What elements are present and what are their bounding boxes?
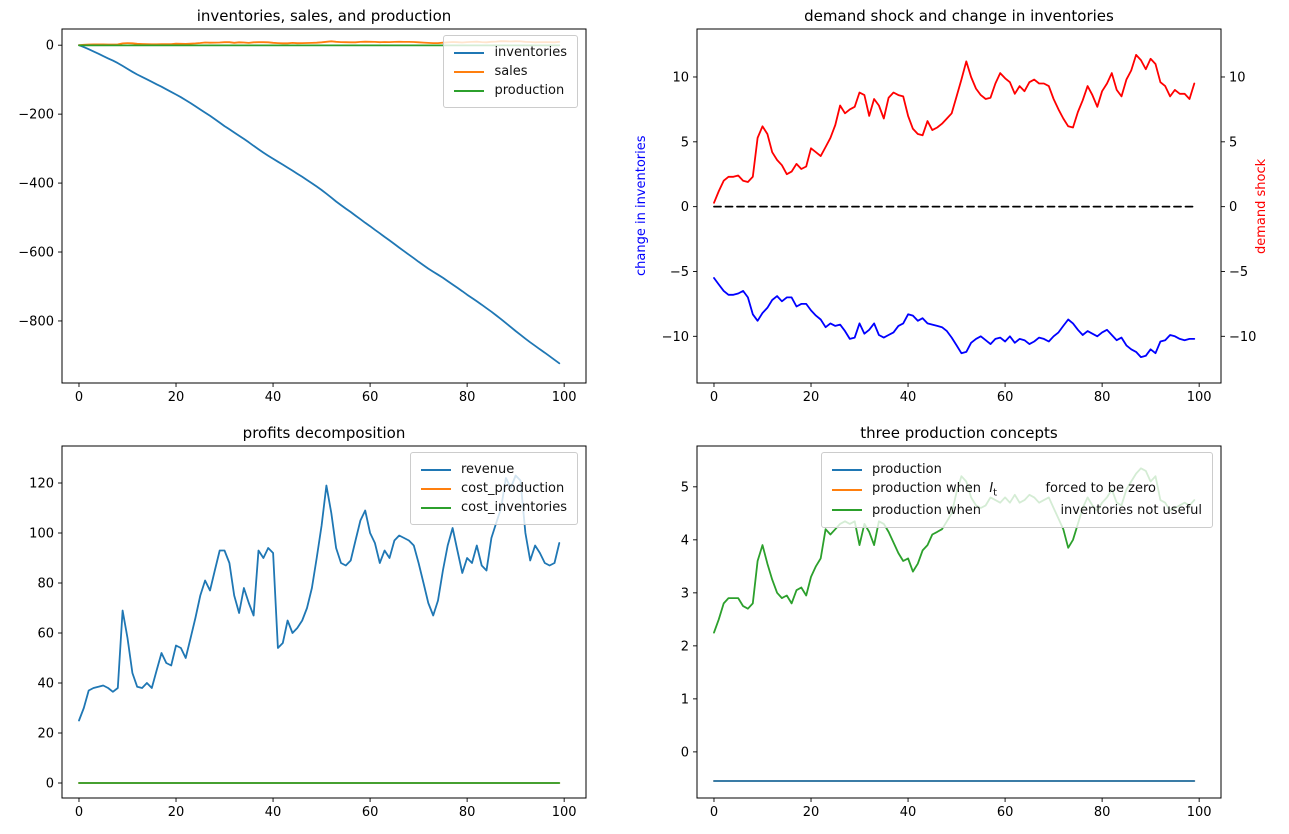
legend-inventories-sales-production: inventories sales production [443,35,578,108]
legend-label-left: production when It [872,481,998,499]
y-tick-label: 0 [46,777,54,792]
right-y-tick-label: 5 [1229,135,1237,150]
series-inventories-line [78,44,561,365]
x-tick-label: 0 [710,805,718,820]
y-tick-label: 5 [681,135,689,150]
right-y-tick-label: −10 [1229,330,1256,345]
y-tick-label: 0 [46,39,54,54]
y-tick-label: 0 [681,200,689,215]
x-tick-label: 100 [552,390,577,405]
y-tick-label: 120 [29,477,54,492]
x-tick-label: 100 [1187,390,1212,405]
legend-entry: cost_production [420,481,567,496]
legend-label: revenue [460,462,515,477]
y-tick-label: 80 [37,577,54,592]
y-tick-label: 20 [37,727,54,742]
x-tick-label: 40 [900,805,917,820]
legend-label: cost_inventories [460,500,567,515]
y-tick-label: 100 [29,527,54,542]
x-tick-label: 100 [1187,805,1212,820]
legend-label-right: forced to be zero [1045,481,1156,496]
y-tick-label: −200 [18,108,54,123]
y-tick-label: −400 [18,177,54,192]
subplot-title-inventories-sales-production: inventories, sales, and production [196,7,452,25]
subplot-title-profits-decomposition: profits decomposition [242,424,406,442]
y-tick-label: 5 [681,480,689,495]
y-tick-label: 60 [37,627,54,642]
legend-label: production [872,462,942,477]
axes-frame [61,445,587,799]
legend-line-sample [420,487,451,490]
legend-label: production [494,83,565,98]
x-tick-label: 60 [362,390,379,405]
x-tick-label: 0 [75,805,83,820]
legend-label: sales [494,64,528,79]
x-tick-label: 40 [265,805,282,820]
x-tick-label: 20 [168,805,185,820]
x-tick-label: 40 [265,390,282,405]
series-change_in_inventories-line [713,277,1196,359]
x-tick-label: 100 [552,805,577,820]
x-tick-label: 60 [362,805,379,820]
legend-line-sample [454,70,485,73]
x-tick-label: 0 [710,390,718,405]
legend-line-sample [454,51,485,54]
series-demand_shock-line [713,54,1196,204]
legend-entry: sales [454,64,567,79]
series-revenue-line [78,474,561,722]
y-tick-label: 4 [681,533,689,548]
y-tick-label: −800 [18,314,54,329]
x-tick-label: 20 [168,390,185,405]
legend-label: cost_production [460,481,565,496]
legend-profits-decomposition: revenue cost_production cost_inventories [409,452,578,525]
legend-entry: revenue [420,462,567,477]
y-tick-label: −600 [18,246,54,261]
x-tick-label: 80 [1094,805,1111,820]
x-tick-label: 60 [997,390,1014,405]
legend-label: inventories [494,45,567,60]
axes-frame [696,28,1222,384]
x-tick-label: 80 [459,805,476,820]
y-tick-label: 3 [681,586,689,601]
x-tick-label: 0 [75,390,83,405]
x-tick-label: 20 [803,390,820,405]
axis-label-change-in-inventories: change in inventories [634,135,649,277]
right-y-tick-label: −5 [1229,265,1248,280]
legend-line-sample [454,89,485,92]
y-tick-label: 0 [681,745,689,760]
y-tick-label: 2 [681,639,689,654]
axis-label-demand-shock: demand shock [1254,158,1269,254]
legend-line-sample [832,509,862,512]
x-tick-label: 80 [1094,390,1111,405]
subplot-title-demand-shock: demand shock and change in inventories [804,7,1114,25]
legend-entry: production when It forced to be zero [832,481,1202,499]
x-tick-label: 40 [900,390,917,405]
legend-entry: production [454,83,567,98]
x-tick-label: 80 [459,390,476,405]
legend-line-sample [420,506,451,509]
x-tick-label: 20 [803,805,820,820]
legend-line-sample [832,488,862,491]
legend-entry: production [832,462,1202,477]
legend-label-right: inventories not useful [1060,502,1202,518]
subplot-title-three-production-concepts: three production concepts [860,424,1058,442]
y-tick-label: −5 [670,265,689,280]
legend-entry: inventories [454,45,567,60]
legend-label-left: production when [872,502,982,518]
right-y-tick-label: 0 [1229,200,1237,215]
legend-entry: production when inventories not useful [832,503,1202,518]
legend-three-production-concepts: production production when It forced to be… [821,452,1213,528]
legend-line-sample [420,468,451,471]
x-tick-label: 60 [997,805,1014,820]
legend-entry: cost_inventories [420,500,567,515]
y-tick-label: 40 [37,677,54,692]
legend-line-sample [832,468,862,471]
y-tick-label: 1 [681,692,689,707]
axes-frame [696,445,1222,799]
right-y-tick-label: 10 [1229,70,1246,85]
y-tick-label: 10 [672,70,689,85]
y-tick-label: −10 [662,330,689,345]
axes-frame [61,28,587,384]
